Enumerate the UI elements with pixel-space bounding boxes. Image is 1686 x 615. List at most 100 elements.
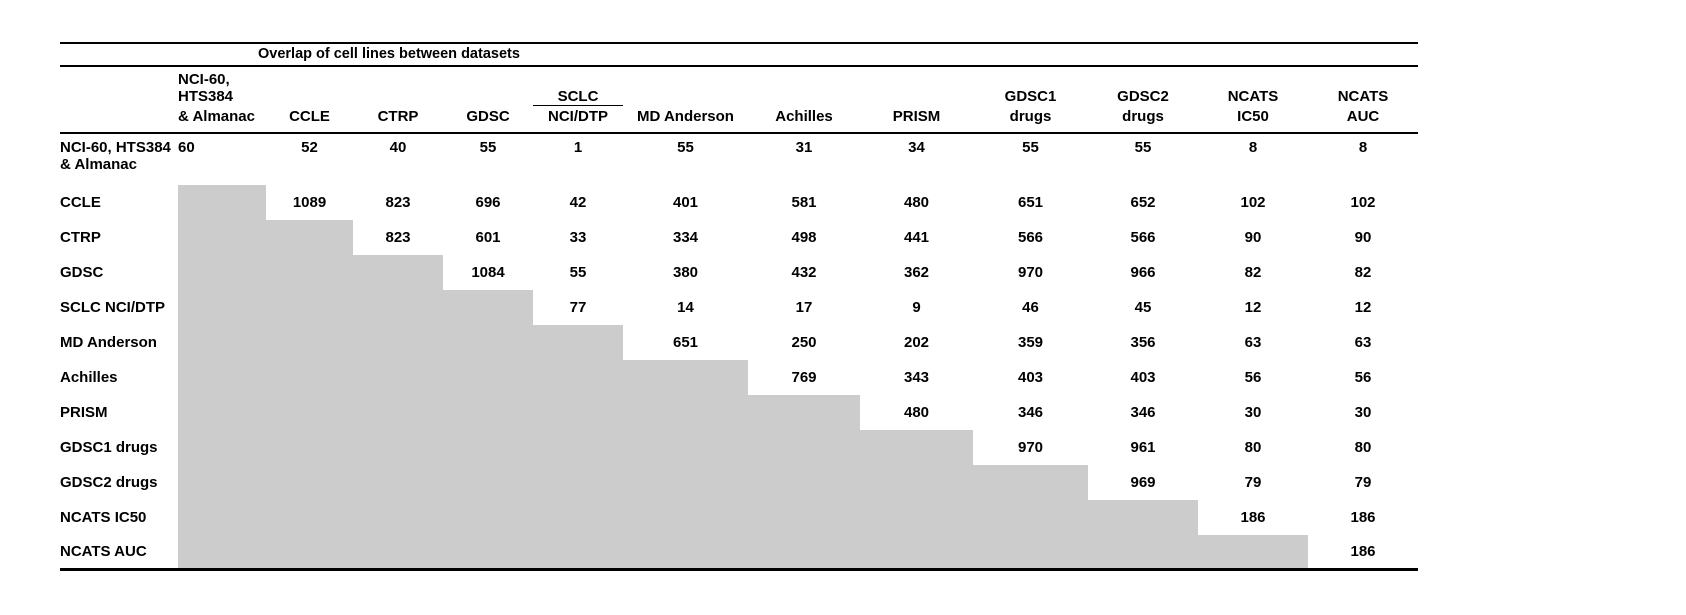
column-header: drugs <box>973 105 1088 134</box>
column-header-top: NCATS <box>1227 88 1279 105</box>
overlap-cell-empty <box>533 429 623 465</box>
overlap-cell: 30 <box>1244 403 1262 421</box>
overlap-cell: 566 <box>1017 228 1044 246</box>
overlap-cell-empty <box>266 394 353 430</box>
overlap-cell-empty <box>353 499 443 535</box>
overlap-cell: 652 <box>1130 193 1156 211</box>
overlap-cell: 480 <box>903 403 930 421</box>
table-row: GDSC 1084 55 380 432 362 970 966 82 82 <box>60 254 1418 290</box>
overlap-cell-empty <box>1088 499 1198 535</box>
overlap-cell-empty <box>178 184 266 220</box>
overlap-cell-empty <box>353 534 443 571</box>
overlap-cell-empty <box>748 429 860 465</box>
overlap-cell: 77 <box>569 298 587 316</box>
overlap-cell: 102 <box>1350 193 1376 211</box>
column-header-top-empty <box>860 67 973 105</box>
overlap-cell-empty <box>443 464 533 500</box>
overlap-cell: 581 <box>791 193 817 211</box>
row-label: MD Anderson <box>60 333 157 351</box>
column-header: IC50 <box>1198 105 1308 134</box>
overlap-cell-empty <box>266 359 353 395</box>
overlap-cell-empty <box>266 254 353 290</box>
overlap-cell-empty <box>748 464 860 500</box>
overlap-cell: 186 <box>1308 534 1418 571</box>
overlap-cell: 1 <box>573 138 583 156</box>
overlap-cell: 55 <box>479 138 497 156</box>
overlap-cell: 17 <box>795 298 813 316</box>
column-header-top-empty <box>623 67 748 105</box>
table-row: PRISM 480 346 346 30 30 <box>60 394 1418 430</box>
column-header: MD Anderson <box>623 105 748 134</box>
column-header: NCI/DTP <box>533 105 623 134</box>
header-row-bottom: & Almanac CCLE CTRP GDSC NCI/DTP MD Anderson A… <box>60 105 1418 134</box>
overlap-cell: 1089 <box>292 193 327 211</box>
overlap-cell: 60 <box>178 138 195 156</box>
overlap-cell-empty <box>266 464 353 500</box>
overlap-cell: 343 <box>903 368 930 386</box>
overlap-cell-empty <box>178 359 266 395</box>
table-row: Achilles 769 343 403 403 56 56 <box>60 359 1418 395</box>
overlap-cell: 403 <box>1017 368 1044 386</box>
overlap-cell-empty <box>973 464 1088 500</box>
overlap-cell-empty <box>266 534 353 571</box>
row-label: NCATS IC50 <box>60 508 147 526</box>
column-header-top-empty <box>353 67 443 105</box>
row-label: Achilles <box>60 368 118 386</box>
row-label: CCLE <box>60 193 101 211</box>
overlap-cell-empty <box>748 394 860 430</box>
overlap-cell-empty <box>266 219 353 255</box>
overlap-cell: 823 <box>385 228 411 246</box>
overlap-cell: 52 <box>301 138 318 156</box>
overlap-cell: 334 <box>672 228 699 246</box>
overlap-cell-empty <box>353 359 443 395</box>
overlap-cell: 56 <box>1244 368 1262 386</box>
overlap-cell-empty <box>748 499 860 535</box>
overlap-cell-empty <box>623 394 748 430</box>
column-header: CCLE <box>266 105 353 134</box>
row-label: PRISM <box>60 403 108 421</box>
overlap-cell-empty <box>1088 534 1198 571</box>
overlap-cell: 970 <box>1017 438 1044 456</box>
header-row-top: NCI-60, HTS384 SCLC GDSC1 GDSC2 NCATS NCATS <box>60 67 1418 106</box>
overlap-cell-empty <box>178 534 266 571</box>
overlap-cell: 63 <box>1244 333 1262 351</box>
overlap-cell-empty <box>860 499 973 535</box>
overlap-cell-empty <box>353 429 443 465</box>
table-row: GDSC2 drugs 969 79 79 <box>60 464 1418 500</box>
overlap-cell: 30 <box>1354 403 1372 421</box>
overlap-cell: 45 <box>1134 298 1152 316</box>
overlap-cell: 79 <box>1354 473 1372 491</box>
overlap-cell: 42 <box>569 193 587 211</box>
overlap-cell: 961 <box>1130 438 1156 456</box>
overlap-cell-empty <box>443 429 533 465</box>
overlap-cell-empty <box>353 394 443 430</box>
overlap-cell-empty <box>623 429 748 465</box>
overlap-cell-empty <box>178 219 266 255</box>
overlap-cell: 55 <box>1022 138 1039 156</box>
table-row: SCLC NCI/DTP 77 14 17 9 46 45 12 12 <box>60 289 1418 325</box>
column-header: Achilles <box>748 105 860 134</box>
overlap-cell-empty <box>266 324 353 360</box>
overlap-cell: 80 <box>1354 438 1372 456</box>
overlap-cell-empty <box>178 464 266 500</box>
overlap-cell: 80 <box>1244 438 1262 456</box>
overlap-cell-empty <box>533 394 623 430</box>
overlap-cell-empty <box>178 254 266 290</box>
overlap-cell-empty <box>178 289 266 325</box>
column-header: AUC <box>1308 105 1418 134</box>
overlap-cell: 566 <box>1130 228 1156 246</box>
overlap-cell: 56 <box>1354 368 1372 386</box>
overlap-table-container: Overlap of cell lines between datasets N… <box>60 42 1418 571</box>
table-row: NCI-60, HTS384 & Almanac 60 52 40 55 1 55 31 34 5… <box>60 133 1418 185</box>
overlap-cell-empty <box>353 464 443 500</box>
overlap-cell: 8 <box>1248 138 1258 156</box>
overlap-cell: 380 <box>672 263 699 281</box>
overlap-cell-empty <box>443 534 533 571</box>
overlap-cell: 356 <box>1130 333 1156 351</box>
overlap-cell-empty <box>353 254 443 290</box>
overlap-cell-empty <box>623 499 748 535</box>
row-label: CTRP <box>60 228 101 246</box>
overlap-cell-empty <box>860 534 973 571</box>
overlap-cell: 31 <box>795 138 813 156</box>
column-header: GDSC <box>443 105 533 134</box>
